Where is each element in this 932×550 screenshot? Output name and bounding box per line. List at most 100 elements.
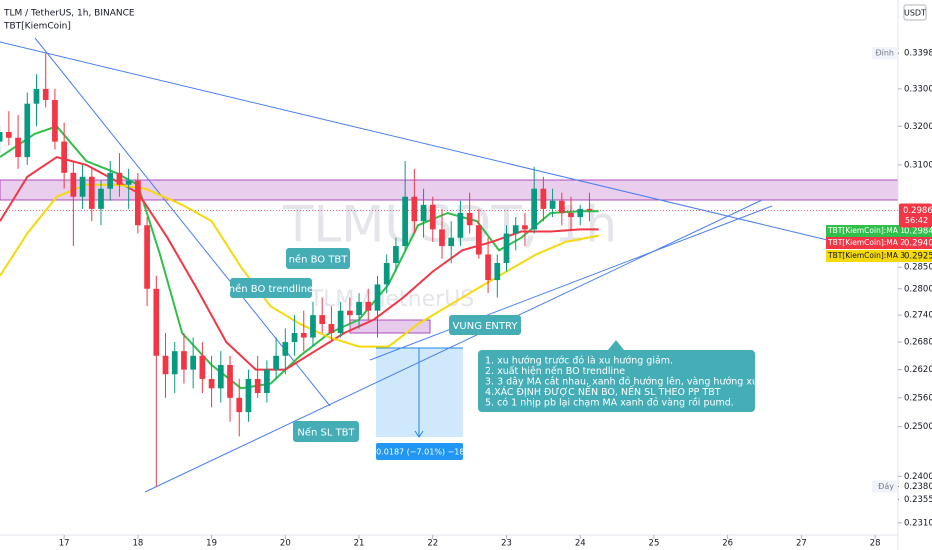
price-mark-name: Đáy [878,482,894,491]
candle-body [171,351,178,375]
price-mark-value: 0.3398 [904,49,932,59]
measure-label: −0.0187 (−7.01%) −187 [369,448,469,457]
callout-text: Nến SL TBT [297,427,355,439]
candle-body [393,246,399,263]
candle-body [356,301,362,316]
candle-body [217,364,224,389]
trendline [34,37,331,407]
candle-body [549,200,556,209]
candle-body [190,355,197,370]
watermark-sub: TLM / TetherUS [309,287,475,312]
candle-body [522,225,528,230]
y-tick-label: 0.2620 [904,365,932,375]
currency-box[interactable] [903,4,927,21]
y-tick-label: 0.2560 [904,393,932,403]
candle-body [337,310,344,334]
last-price-box [899,203,932,228]
trendlines [0,37,841,493]
x-tick-label: 17 [59,539,70,549]
price-mark-box [899,493,932,506]
candle-body [383,262,390,285]
candle-body [116,172,123,185]
candle-body [79,176,86,197]
note-line: 1. xu hướng trước đó là xu hướng giảm. [485,356,673,367]
candle-body [15,137,21,158]
last-price-value: 0.2986 [903,206,932,216]
x-tick-label: 20 [280,539,291,549]
candle-body [439,229,445,247]
candle-body [586,208,593,211]
candle-body [70,172,77,197]
trendline [369,205,773,361]
x-tick-label: 27 [796,539,807,549]
measure-label-box [376,443,463,460]
ma-label-box [826,225,932,237]
y-tick-label: 0.2800 [904,284,932,294]
callout-box [286,248,350,269]
candle-body [466,212,473,226]
x-tick-label: 23 [501,539,512,549]
y-tick-label: 0.2740 [904,311,932,321]
candle-body [153,288,160,356]
countdown: 56:42 [905,216,928,225]
candle-body [24,103,31,158]
x-tick-label: 25 [649,539,660,549]
price-mark-box [899,47,932,60]
candle-body [33,88,40,104]
y-tick-label: 0.3100 [904,160,932,170]
note-line: 2. xuất hiện nến BO trendline [485,366,625,377]
candle-body [402,196,408,247]
candle-body [429,204,436,230]
ma-label-name: TBT[KiemCoin]:MA 2 [827,238,905,247]
price-mark-value: 0.2380 [904,482,932,492]
x-tick-label: 21 [354,539,365,549]
candle-body [374,284,381,311]
y-tick-label: 0.3200 [904,122,932,132]
price-mark-value: 0.2355 [904,495,932,505]
y-tick-label: 0.2500 [904,422,932,432]
candle-body [300,333,307,338]
candle-body [420,204,427,222]
ma-label-value: 0.2984 [904,227,932,237]
callout-text: nền BO trendline [229,283,313,295]
candle-body [199,355,206,379]
callout-text: nền BO TBT [289,254,349,266]
candle-body [577,208,584,218]
y-tick-label: 0.2850 [904,263,932,273]
candle-body [568,212,574,218]
candle-body [310,315,316,338]
candle-body [494,262,501,281]
ma-label-name: TBT[KiemCoin]:MA 1 [827,226,905,235]
callout-box [230,278,312,298]
candle-body [448,237,455,247]
candle-body [5,132,12,138]
price-mark-name-box [872,480,897,493]
candle-body [540,188,547,209]
candle-body [512,225,519,234]
candle-body [208,378,215,389]
callout-box [293,421,359,442]
candle-body [411,196,418,222]
candle-body [61,141,67,173]
ma-label-box [826,250,932,262]
indicator-name: TBT[KiemCoin] [3,22,71,32]
candle-body [485,254,491,281]
candle-body [291,333,298,343]
candle-body [558,200,565,213]
chart-title: TLM / TetherUS, 1h, BINANCE [3,9,135,19]
price-mark-name-box [872,47,897,60]
x-tick-label: 18 [132,539,143,549]
x-tick-label: 24 [575,539,586,549]
ma-label-value: 0.2925 [904,252,932,262]
note-box [478,350,755,412]
ma-label-box [826,237,932,249]
candle-body [346,310,353,316]
y-tick-label: 0.2680 [904,338,932,348]
candle-body [181,351,187,370]
candle-body [531,188,538,230]
candle-body [107,172,114,189]
candle-body [88,176,95,209]
callout-text: VUNG ENTRY [453,321,519,332]
